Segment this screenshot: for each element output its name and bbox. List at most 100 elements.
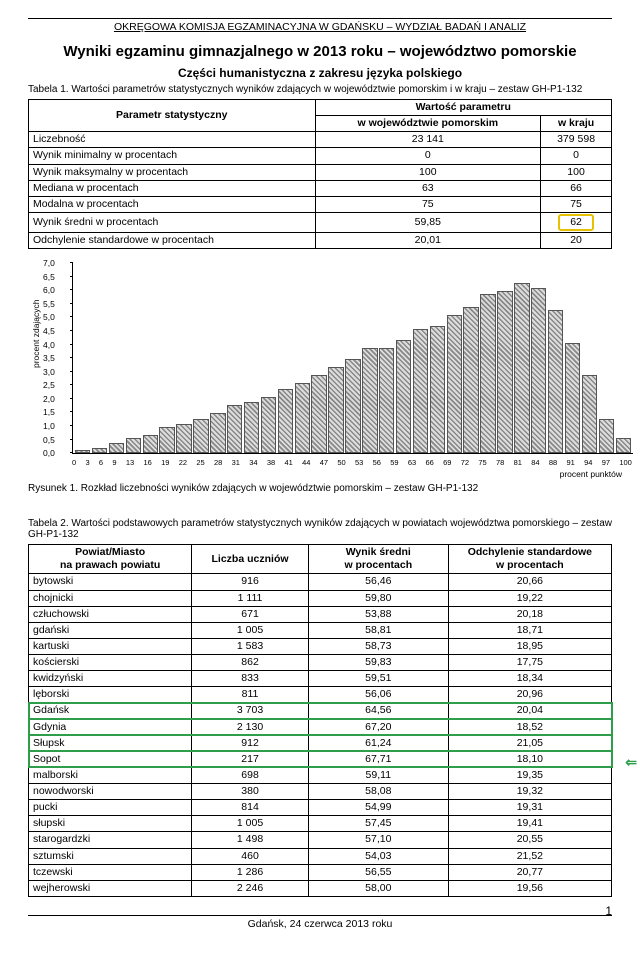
t2-row-count: 814 — [192, 800, 309, 816]
t1-row-region: 75 — [315, 196, 541, 212]
chart-ytick: 0,0 — [43, 448, 55, 458]
chart-bar — [176, 424, 191, 453]
t2-row-count: 811 — [192, 687, 309, 703]
t2-row-mean: 54,03 — [308, 848, 448, 864]
chart-ytick: 4,5 — [43, 326, 55, 336]
chart-xtick: 59 — [390, 458, 398, 467]
chart-xtick: 75 — [478, 458, 486, 467]
t1-row-country: 62 — [541, 212, 612, 232]
chart-bar — [126, 438, 141, 454]
t2-row-name: lęborski — [29, 687, 192, 703]
page-number: 1 — [605, 904, 612, 918]
chart-xtick: 100 — [619, 458, 632, 467]
table1-caption: Tabela 1. Wartości parametrów statystycz… — [28, 84, 612, 95]
chart-xtick: 44 — [302, 458, 310, 467]
chart-xtick: 25 — [196, 458, 204, 467]
t2-row-std: 20,77 — [448, 864, 611, 880]
t2-row-std: 21,52 — [448, 848, 611, 864]
t2-row-name: bytowski — [29, 574, 192, 590]
t2-row-name: wejherowski — [29, 880, 192, 896]
chart-bar — [159, 427, 174, 453]
t2-row-mean: 59,83 — [308, 655, 448, 671]
chart-xtick: 34 — [249, 458, 257, 467]
chart-xtick: 6 — [99, 458, 103, 467]
rule-bottom — [28, 915, 612, 916]
t2-row-name: kartuski — [29, 638, 192, 654]
t1-row-region: 20,01 — [315, 233, 541, 249]
t2-row-count: 916 — [192, 574, 309, 590]
t2-row-std: 18,10⇐ — [448, 751, 611, 767]
chart-bar — [531, 288, 546, 453]
t2-row-mean: 56,46 — [308, 574, 448, 590]
chart-bar — [396, 340, 411, 453]
t1-row-country: 75 — [541, 196, 612, 212]
chart-ytick: 7,0 — [43, 258, 55, 268]
chart-bar — [210, 413, 225, 453]
t2-row-count: 460 — [192, 848, 309, 864]
table-1-stats: Parametr statystyczny Wartość parametru … — [28, 99, 612, 249]
t2-row-count: 912 — [192, 735, 309, 751]
chart-ytick: 0,5 — [43, 435, 55, 445]
t2-row-count: 1 005 — [192, 816, 309, 832]
chart-xtick: 91 — [566, 458, 574, 467]
t2-row-name: sztumski — [29, 848, 192, 864]
t2-row-count: 3 703 — [192, 703, 309, 719]
t2-row-count: 862 — [192, 655, 309, 671]
t1-row-region: 23 141 — [315, 132, 541, 148]
t2-row-name: tczewski — [29, 864, 192, 880]
chart-xtick: 3 — [85, 458, 89, 467]
t2-row-mean: 58,00 — [308, 880, 448, 896]
chart-bar — [514, 283, 529, 453]
chart-xlabels: 0369131619222528313438414447505356596366… — [72, 458, 632, 467]
t1-head-param: Parametr statystyczny — [29, 100, 316, 132]
chart-xtick: 41 — [284, 458, 292, 467]
t1-head-value: Wartość parametru — [315, 100, 612, 116]
t2-row-mean: 58,73 — [308, 638, 448, 654]
chart-bar — [261, 397, 276, 453]
t2-row-std: 18,52 — [448, 719, 611, 735]
t2-row-std: 18,34 — [448, 671, 611, 687]
chart-xtick: 78 — [496, 458, 504, 467]
chart-ytick: 4,0 — [43, 340, 55, 350]
chart-bar — [463, 307, 478, 453]
chart-ytick: 2,5 — [43, 380, 55, 390]
t2-row-count: 1 498 — [192, 832, 309, 848]
chart-xtick: 28 — [214, 458, 222, 467]
chart-bar — [328, 367, 343, 453]
chart-bar — [447, 315, 462, 453]
chart-xtick: 19 — [161, 458, 169, 467]
chart-bar — [430, 326, 445, 453]
chart-xtick: 13 — [126, 458, 134, 467]
chart-bar — [497, 291, 512, 453]
t2-row-name: kościerski — [29, 655, 192, 671]
t2-row-std: 20,66 — [448, 574, 611, 590]
chart-bar — [345, 359, 360, 453]
chart-bar — [193, 419, 208, 454]
t2-row-name: słupski — [29, 816, 192, 832]
main-title: Wyniki egzaminu gimnazjalnego w 2013 rok… — [28, 43, 612, 60]
t1-row-country: 379 598 — [541, 132, 612, 148]
t2-row-name: Słupsk — [29, 735, 192, 751]
t2-row-mean: 67,20 — [308, 719, 448, 735]
chart-xtick: 50 — [337, 458, 345, 467]
chart-bar — [599, 419, 614, 454]
chart-ytick: 6,5 — [43, 272, 55, 282]
t1-head-country: w kraju — [541, 116, 612, 132]
t1-head-region: w województwie pomorskim — [315, 116, 541, 132]
chart-ytick: 3,0 — [43, 367, 55, 377]
chart-xtick: 63 — [408, 458, 416, 467]
chart-xtick: 69 — [443, 458, 451, 467]
t1-row-region: 0 — [315, 148, 541, 164]
chart-xtick: 31 — [232, 458, 240, 467]
rule-top — [28, 18, 612, 19]
t2-row-mean: 59,11 — [308, 767, 448, 783]
chart-xtick: 16 — [143, 458, 151, 467]
chart-xtick: 88 — [549, 458, 557, 467]
chart-bar — [413, 329, 428, 453]
t2-row-std: 19,35 — [448, 767, 611, 783]
t2-row-count: 1 583 — [192, 638, 309, 654]
chart-ytick: 1,0 — [43, 421, 55, 431]
chart-bar — [227, 405, 242, 453]
chart-bar — [379, 348, 394, 453]
section-subtitle: Części humanistyczna z zakresu języka po… — [28, 66, 612, 80]
